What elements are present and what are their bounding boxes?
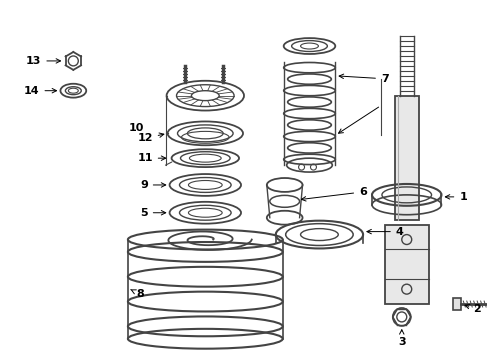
Text: 9: 9 <box>140 180 165 190</box>
Text: 2: 2 <box>464 304 480 314</box>
Bar <box>384 225 427 304</box>
Text: 13: 13 <box>26 56 61 66</box>
Text: 3: 3 <box>397 330 405 347</box>
Text: 8: 8 <box>130 289 143 299</box>
Text: 4: 4 <box>366 226 403 237</box>
Text: 1: 1 <box>445 192 466 202</box>
Bar <box>452 298 460 310</box>
Text: 5: 5 <box>140 208 165 218</box>
Text: 12: 12 <box>137 133 163 143</box>
Text: 10: 10 <box>128 123 143 134</box>
Text: 11: 11 <box>137 153 165 163</box>
Bar <box>394 96 418 220</box>
Text: 7: 7 <box>339 74 388 84</box>
Text: 6: 6 <box>301 187 366 201</box>
Text: 14: 14 <box>24 86 57 96</box>
